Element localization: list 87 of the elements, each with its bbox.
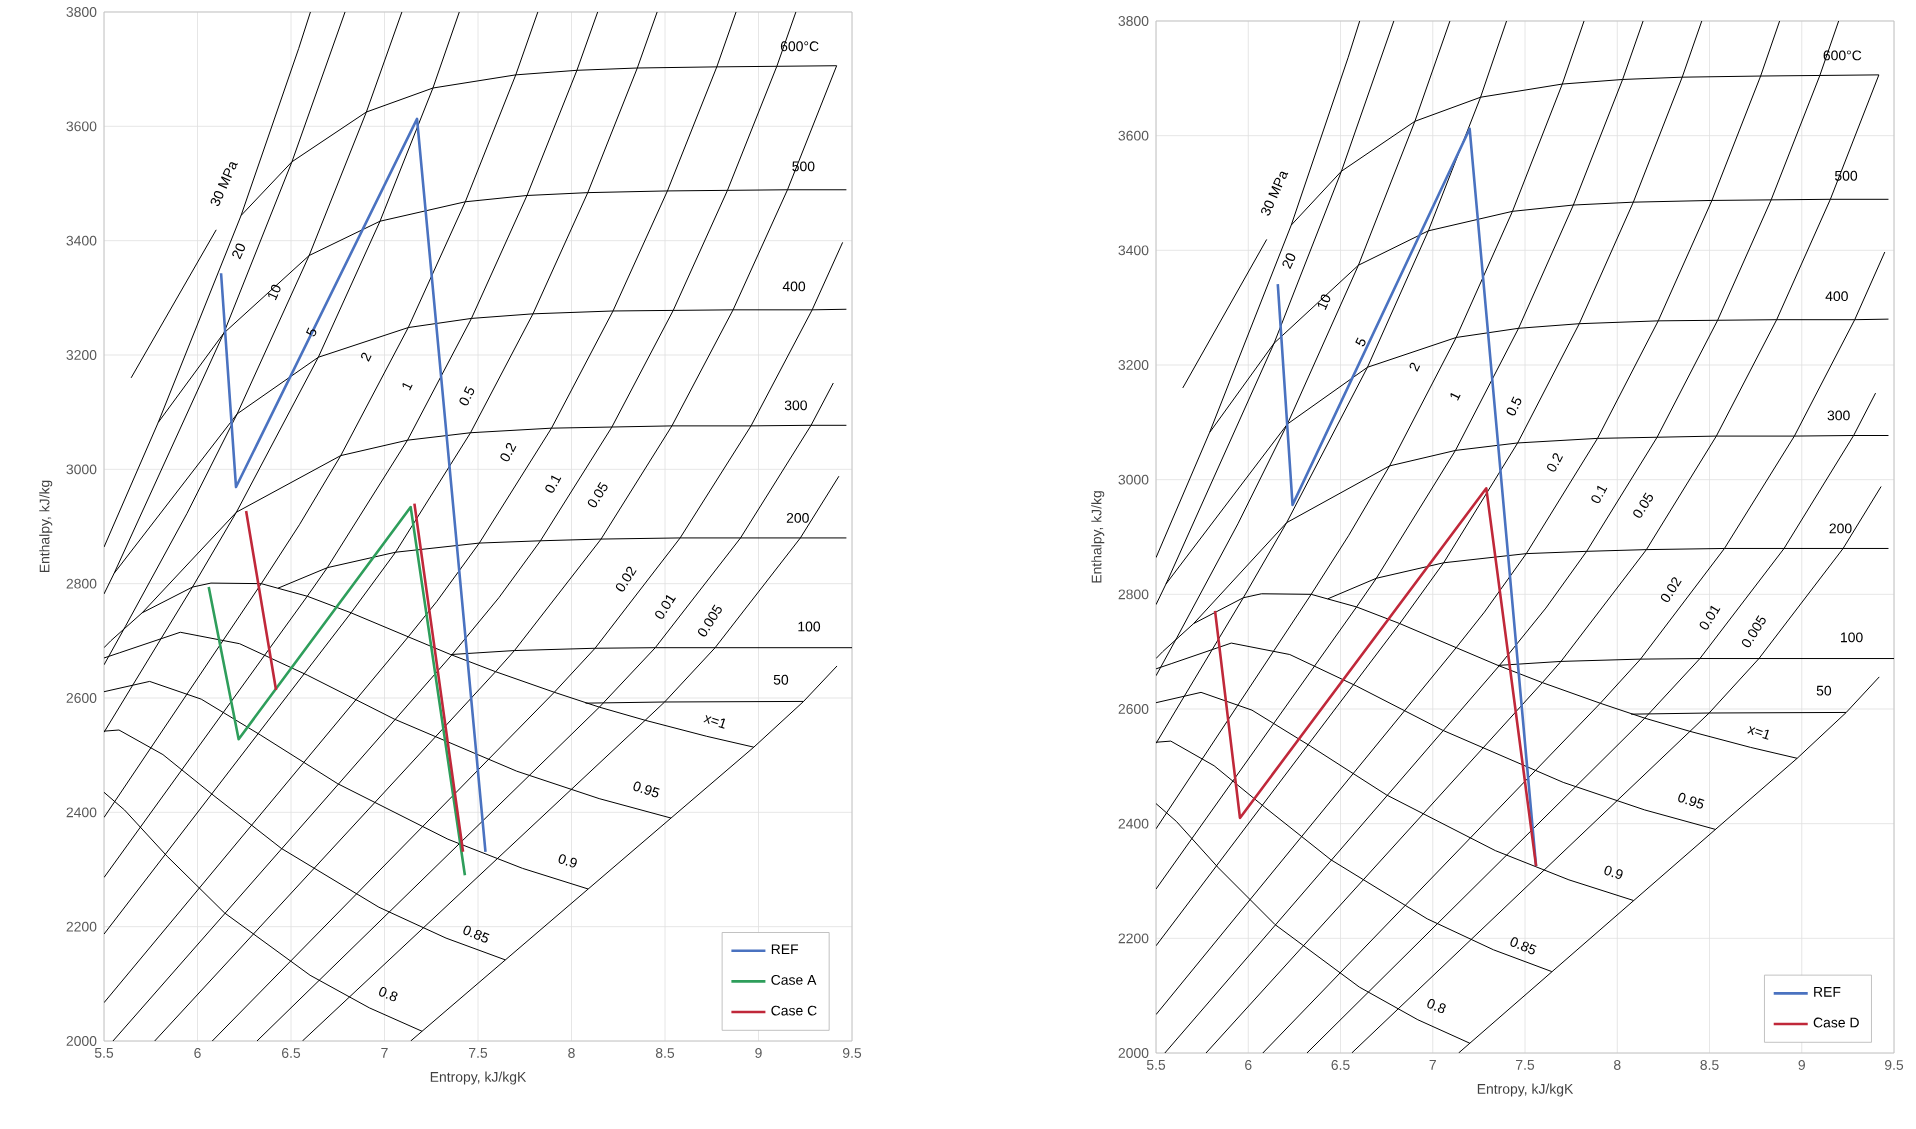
- x-tick-label: 8: [1613, 1060, 1621, 1070]
- annotation: 10: [268, 284, 281, 301]
- annotation: 500: [1834, 170, 1858, 181]
- annotation: 0.95: [1678, 792, 1705, 809]
- x-tick-label: 8: [568, 1048, 575, 1058]
- y-tick-label: 2000: [66, 1036, 97, 1046]
- x-tick-label: 6: [194, 1048, 201, 1058]
- y-tick-label: 2200: [66, 921, 97, 932]
- annotation: 5: [306, 327, 317, 337]
- annotation: 0.85: [463, 925, 490, 943]
- x-tick-label: 9: [755, 1048, 762, 1058]
- annotation: 50: [773, 674, 789, 685]
- y-axis-title: Enthalpy, kJ/kg: [39, 480, 53, 573]
- x-tick-label: 6.5: [1331, 1060, 1350, 1070]
- annotation: 5: [1355, 337, 1366, 347]
- annotation: 10: [1317, 294, 1331, 310]
- y-tick-label: 3400: [1118, 245, 1149, 256]
- annotation: 0.5: [459, 386, 475, 406]
- annotation: 2: [361, 352, 372, 362]
- annotation: 0.9: [1604, 865, 1623, 879]
- annotation: 0.85: [1510, 937, 1537, 955]
- x-tick-label: 7: [1429, 1060, 1436, 1070]
- y-tick-label: 2600: [1118, 704, 1149, 714]
- y-tick-label: 3800: [66, 7, 97, 17]
- annotation: 200: [786, 513, 809, 523]
- x-tick-label: 6: [1245, 1060, 1252, 1070]
- annotation: 0.9: [558, 854, 577, 868]
- y-tick-label: 2000: [1118, 1048, 1149, 1058]
- annotation: 300: [784, 400, 807, 411]
- annotation: 20: [232, 243, 246, 260]
- x-tick-label: 5.5: [1146, 1060, 1166, 1070]
- annotation: 0.1: [1591, 485, 1608, 504]
- annotation: 1: [1450, 393, 1461, 401]
- y-axis-title: Enthalpy, kJ/kg: [1091, 491, 1105, 583]
- x-tick-label: 9.5: [842, 1048, 862, 1058]
- annotation: 100: [1841, 632, 1863, 643]
- y-tick-label: 3800: [1118, 16, 1149, 26]
- annotation: 400: [782, 281, 806, 292]
- y-tick-label: 2800: [66, 578, 97, 589]
- x-tick-label: 7.5: [1516, 1060, 1535, 1070]
- annotation: 0.8: [379, 987, 398, 1002]
- annotation: 600°C: [1823, 50, 1862, 61]
- x-axis-title: Entropy, kJ/kgK: [430, 1071, 527, 1085]
- y-tick-label: 3400: [66, 235, 97, 246]
- y-tick-label: 3200: [1118, 360, 1149, 370]
- x-tick-label: 7: [381, 1048, 388, 1058]
- y-tick-label: 3200: [66, 350, 97, 360]
- annotation: 1: [402, 382, 413, 391]
- annotation: 0.1: [545, 475, 562, 493]
- legend-label: Case A: [771, 974, 817, 985]
- legend-label: REF: [1814, 987, 1841, 997]
- annotation: x=1: [1747, 726, 1769, 740]
- legend-label: REF: [771, 944, 799, 955]
- x-tick-label: 6.5: [282, 1048, 301, 1058]
- x-tick-label: 8.5: [1700, 1060, 1719, 1070]
- annotation: 200: [1829, 523, 1852, 534]
- x-tick-label: 5.5: [94, 1048, 114, 1058]
- annotation: 2: [1409, 362, 1421, 372]
- y-tick-label: 3000: [66, 464, 97, 475]
- annotation: 0.2: [1547, 453, 1563, 472]
- annotation: 0.8: [1427, 998, 1446, 1014]
- legend-label: Case C: [771, 1005, 817, 1016]
- x-tick-label: 8.5: [655, 1048, 675, 1058]
- annotation: x=1: [703, 714, 726, 729]
- y-tick-label: 3600: [1118, 130, 1149, 141]
- y-tick-label: 2400: [1118, 818, 1149, 829]
- x-tick-label: 9.5: [1884, 1060, 1904, 1070]
- annotation: 300: [1827, 410, 1850, 421]
- y-tick-label: 2400: [66, 807, 97, 818]
- x-axis-title: Entropy, kJ/kgK: [1477, 1083, 1574, 1097]
- y-tick-label: 2600: [66, 693, 97, 703]
- annotation: 20: [1282, 253, 1296, 270]
- annotation: 50: [1816, 685, 1832, 696]
- annotation: 0.95: [633, 781, 660, 798]
- x-tick-label: 7.5: [469, 1048, 488, 1058]
- annotation: 0.2: [500, 442, 517, 462]
- x-tick-label: 9: [1798, 1060, 1805, 1070]
- y-tick-label: 2200: [1118, 933, 1149, 944]
- legend-label: Case D: [1813, 1017, 1859, 1028]
- y-tick-label: 3000: [1118, 474, 1149, 485]
- annotation: 30 MPa: [210, 162, 238, 207]
- y-tick-label: 2800: [1118, 589, 1149, 600]
- annotation: 30 MPa: [1261, 171, 1289, 216]
- y-tick-label: 3600: [66, 121, 97, 132]
- annotation: 100: [798, 621, 821, 632]
- annotation: 0.5: [1506, 396, 1522, 416]
- annotation: 400: [1825, 291, 1848, 302]
